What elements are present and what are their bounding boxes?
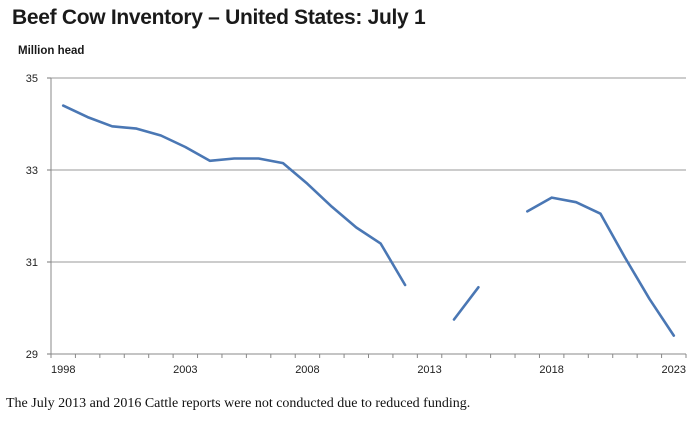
footnote: The July 2013 and 2016 Cattle reports we… <box>6 396 471 411</box>
series-line-segment <box>61 104 407 287</box>
y-axis-label: Million head <box>18 45 85 57</box>
y-tick-label: 29 <box>26 349 38 361</box>
axes <box>47 77 687 358</box>
y-tick-label: 35 <box>26 73 38 85</box>
gridlines <box>51 77 686 263</box>
x-tick-label: 2023 <box>662 364 686 376</box>
y-tick-label: 31 <box>26 257 38 269</box>
tick-labels: 29 31 33 35 1998 2003 2008 2013 2018 2023 <box>26 73 686 376</box>
series-lines <box>61 104 676 337</box>
x-tick-label: 2003 <box>173 364 197 376</box>
line-chart: 29 31 33 35 1998 2003 2008 2013 2018 2023 <box>26 73 687 376</box>
x-tick-label: 1998 <box>51 364 75 376</box>
series-line-segment <box>525 196 676 337</box>
x-tick-label: 2018 <box>539 364 563 376</box>
chart-title: Beef Cow Inventory – United States: July… <box>12 6 426 29</box>
x-tick-label: 2008 <box>295 364 319 376</box>
x-tick-label: 2013 <box>417 364 441 376</box>
y-tick-label: 33 <box>26 165 38 177</box>
series-line-segment <box>452 285 480 321</box>
